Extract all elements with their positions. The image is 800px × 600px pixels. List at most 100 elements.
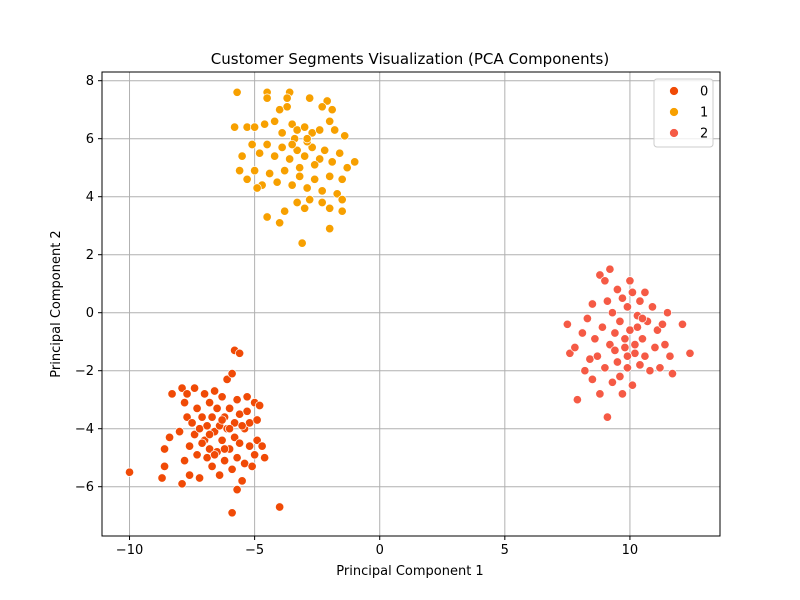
- data-point-series-1: [317, 197, 327, 208]
- data-point-series-0: [232, 453, 242, 463]
- data-point-series-1: [292, 197, 302, 208]
- data-point-series-1: [302, 183, 312, 193]
- data-point-series-1: [232, 87, 242, 97]
- data-point-series-1: [252, 183, 262, 193]
- data-point-series-2: [622, 302, 632, 312]
- data-point-series-0: [235, 438, 245, 448]
- data-point-series-1: [322, 96, 332, 106]
- y-tick-label: 2: [86, 248, 94, 263]
- data-point-series-0: [207, 412, 217, 422]
- legend-label-2: 2: [700, 127, 708, 142]
- data-point-series-0: [175, 427, 185, 437]
- data-point-series-0: [185, 441, 195, 451]
- data-point-series-0: [255, 400, 265, 411]
- data-point-series-0: [222, 374, 232, 384]
- data-point-series-2: [650, 342, 660, 353]
- x-tick-label: 0: [376, 543, 384, 558]
- y-tick-label: −2: [75, 364, 94, 379]
- data-point-series-1: [275, 105, 285, 115]
- data-point-series-0: [252, 435, 262, 445]
- data-point-series-0: [182, 389, 192, 399]
- data-point-series-1: [262, 139, 272, 150]
- legend: 0 1 2: [653, 78, 714, 148]
- data-point-series-1: [340, 131, 350, 141]
- data-point-series-1: [325, 203, 335, 213]
- data-point-series-0: [205, 398, 215, 408]
- x-axis-label: Principal Component 1: [336, 564, 483, 579]
- data-point-series-0: [260, 453, 270, 463]
- data-point-series-1: [325, 171, 335, 181]
- x-tick-label: 10: [622, 543, 639, 558]
- data-point-series-2: [617, 389, 627, 399]
- data-point-series-2: [635, 360, 645, 370]
- data-point-series-1: [327, 105, 337, 115]
- data-point-series-2: [580, 366, 590, 376]
- data-point-series-2: [585, 354, 595, 364]
- data-point-series-2: [615, 316, 625, 326]
- data-point-series-0: [210, 450, 220, 460]
- y-tick-label: 0: [86, 306, 94, 321]
- data-point-series-0: [227, 464, 237, 474]
- data-point-series-1: [262, 212, 272, 222]
- data-point-series-1: [325, 224, 335, 234]
- data-point-series-1: [287, 119, 297, 129]
- data-point-series-1: [335, 148, 345, 158]
- data-point-series-1: [310, 160, 320, 170]
- data-point-series-2: [570, 342, 580, 353]
- legend-label-1: 1: [700, 106, 708, 121]
- data-point-series-2: [660, 340, 670, 350]
- data-point-series-0: [182, 412, 192, 422]
- y-tick-label: −6: [75, 480, 94, 495]
- data-point-series-1: [270, 151, 280, 161]
- data-point-series-2: [647, 302, 657, 312]
- axis-ticks: −10 −5 0 5 10 −6 −4 −2 0 2 4 6 8: [75, 74, 638, 558]
- data-point-series-2: [635, 296, 645, 306]
- data-point-series-1: [255, 148, 265, 158]
- x-tick-label: −5: [245, 543, 264, 558]
- data-point-series-0: [217, 435, 227, 445]
- data-point-series-0: [124, 467, 135, 477]
- data-point-series-0: [160, 461, 170, 471]
- data-point-series-0: [202, 453, 212, 463]
- data-point-series-1: [315, 125, 325, 135]
- data-point-series-0: [210, 386, 220, 396]
- data-point-series-1: [337, 174, 347, 184]
- plot-area-frame: [101, 71, 721, 537]
- data-point-series-1: [282, 102, 292, 112]
- data-point-series-1: [327, 157, 337, 167]
- data-point-series-2: [607, 308, 617, 318]
- data-point-series-2: [592, 351, 602, 361]
- data-point-series-1: [342, 163, 352, 173]
- data-point-series-0: [185, 470, 195, 480]
- data-point-series-0: [192, 450, 202, 460]
- data-point-series-1: [242, 122, 252, 132]
- data-point-series-1: [305, 93, 315, 103]
- data-point-series-1: [337, 195, 347, 205]
- y-tick-label: 4: [86, 190, 94, 205]
- data-point-series-1: [307, 142, 317, 152]
- data-point-series-2: [630, 340, 640, 350]
- data-point-series-0: [220, 456, 230, 466]
- data-point-series-2: [630, 348, 640, 358]
- data-point-series-0: [167, 389, 177, 399]
- data-point-series-0: [177, 383, 187, 393]
- data-point-series-1: [287, 180, 297, 190]
- data-point-series-2: [587, 374, 597, 384]
- data-point-series-1: [287, 139, 297, 150]
- data-point-series-0: [250, 450, 260, 460]
- y-tick-label: 8: [86, 74, 94, 89]
- data-point-series-1: [330, 125, 340, 135]
- data-point-series-0: [160, 444, 170, 454]
- data-point-series-0: [220, 444, 230, 454]
- data-point-series-2: [620, 334, 630, 344]
- data-point-series-1: [280, 206, 290, 216]
- data-point-series-2: [632, 322, 642, 332]
- data-point-series-2: [612, 284, 622, 295]
- data-point-series-1: [292, 125, 302, 135]
- data-point-series-0: [192, 403, 202, 413]
- data-point-series-1: [295, 163, 305, 173]
- data-point-series-2: [590, 334, 600, 344]
- data-point-series-2: [665, 351, 675, 361]
- data-point-series-0: [225, 403, 235, 413]
- legend-marker-0: [669, 86, 679, 96]
